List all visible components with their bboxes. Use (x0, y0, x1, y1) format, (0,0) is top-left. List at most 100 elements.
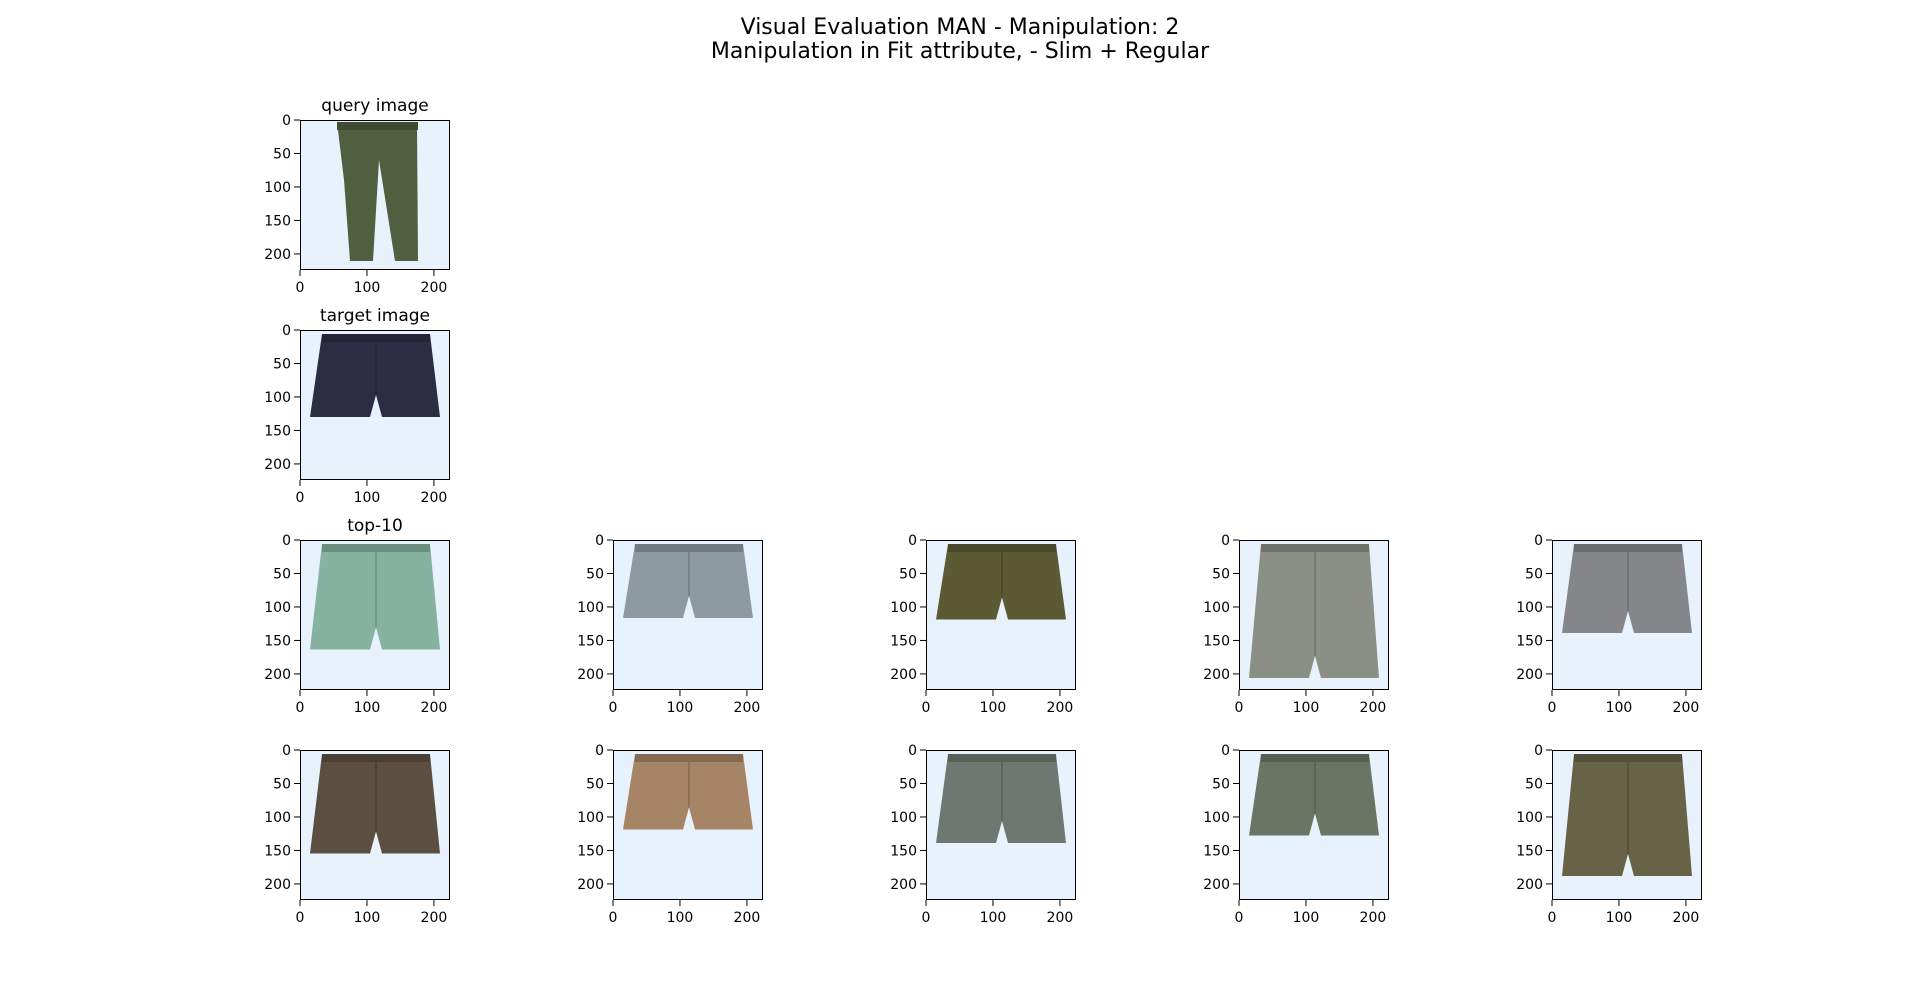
y-tick-label: 100 (264, 600, 291, 616)
x-tick-label: 100 (1293, 910, 1320, 926)
axes-frame (926, 750, 1076, 900)
panel-top2: 0 100 200 0 50 100 150 200 (577, 533, 763, 716)
y-tick-label: 0 (1534, 533, 1543, 549)
garment-body (1562, 544, 1692, 633)
panel-plot: 0 100 200 0 50 100 150 200 (264, 743, 450, 926)
y-tick-label: 100 (1203, 600, 1230, 616)
waistband (322, 544, 430, 552)
panel-plot: 0 100 200 0 50 100 150 200 (264, 113, 450, 296)
x-tick-label: 200 (421, 700, 448, 716)
x-tick-label: 100 (667, 700, 694, 716)
y-tick-label: 100 (1516, 810, 1543, 826)
y-tick-label: 50 (1525, 776, 1543, 792)
garment-body (623, 544, 753, 618)
garment-body (337, 122, 418, 261)
y-tick-label: 0 (908, 743, 917, 759)
panel-plot: 0 100 200 0 50 100 150 200 (264, 323, 450, 506)
y-tick-label: 0 (595, 533, 604, 549)
y-tick-label: 50 (273, 566, 291, 582)
y-tick-label: 50 (1525, 566, 1543, 582)
y-tick-label: 0 (1221, 743, 1230, 759)
x-tick-label: 100 (667, 910, 694, 926)
shorts-illustration (623, 754, 753, 830)
panel-plot: 0 100 200 0 50 100 150 200 (890, 743, 1076, 926)
waistband (1574, 544, 1682, 552)
y-tick-label: 150 (890, 633, 917, 649)
panel-top3: 0 100 200 0 50 100 150 200 (890, 533, 1076, 716)
y-tick-label: 200 (264, 667, 291, 683)
x-tick-label: 0 (609, 910, 618, 926)
axes-frame (1552, 750, 1702, 900)
x-tick-label: 200 (1673, 700, 1700, 716)
y-tick-label: 0 (282, 323, 291, 339)
y-tick-label: 50 (273, 146, 291, 162)
panel-plot: 0 100 200 0 50 100 150 200 (577, 533, 763, 716)
x-tick-label: 0 (1235, 910, 1244, 926)
y-tick-label: 200 (577, 667, 604, 683)
x-tick-label: 0 (1548, 910, 1557, 926)
y-tick-label: 150 (577, 633, 604, 649)
shorts-illustration (1562, 544, 1692, 633)
y-tick-label: 200 (264, 247, 291, 263)
axes-frame (300, 120, 450, 270)
figure-title: Visual Evaluation MAN - Manipulation: 2 … (0, 16, 1920, 64)
garment-body (936, 754, 1066, 843)
axes-frame (926, 540, 1076, 690)
panel-query: query image 0 100 200 0 50 100 150 200 (264, 96, 450, 296)
y-tick-label: 0 (1221, 533, 1230, 549)
x-tick-label: 0 (296, 910, 305, 926)
panel-top5: 0 100 200 0 50 100 150 200 (1516, 533, 1702, 716)
x-tick-label: 100 (354, 700, 381, 716)
garment-body (936, 544, 1066, 620)
x-tick-label: 200 (1360, 700, 1387, 716)
axes-frame (1552, 540, 1702, 690)
x-tick-label: 0 (609, 700, 618, 716)
garment-body (1249, 544, 1379, 678)
y-tick-label: 150 (1516, 633, 1543, 649)
y-tick-label: 150 (264, 213, 291, 229)
waistband (1261, 754, 1369, 762)
x-tick-label: 0 (296, 280, 305, 296)
panel-top8: 0 100 200 0 50 100 150 200 (890, 743, 1076, 926)
axes-frame (300, 750, 450, 900)
panel-plot: 0 100 200 0 50 100 150 200 (264, 533, 450, 716)
figure-title-line-1: Visual Evaluation MAN - Manipulation: 2 (740, 15, 1180, 40)
x-tick-label: 100 (980, 700, 1007, 716)
axes-frame (613, 750, 763, 900)
garment-body (310, 754, 440, 854)
panel-top6: 0 100 200 0 50 100 150 200 (264, 743, 450, 926)
x-tick-label: 200 (1047, 910, 1074, 926)
x-tick-label: 100 (1606, 910, 1633, 926)
panel-plot: 0 100 200 0 50 100 150 200 (890, 533, 1076, 716)
shorts-illustration (1249, 754, 1379, 836)
y-tick-label: 50 (1212, 776, 1230, 792)
y-tick-label: 100 (264, 810, 291, 826)
y-tick-label: 50 (273, 356, 291, 372)
x-tick-label: 200 (1673, 910, 1700, 926)
y-tick-label: 150 (577, 843, 604, 859)
y-tick-label: 0 (282, 743, 291, 759)
waistband (635, 544, 743, 552)
x-tick-label: 100 (1293, 700, 1320, 716)
panel-title: top-10 (347, 516, 403, 536)
x-tick-label: 0 (1548, 700, 1557, 716)
panel-title: query image (321, 96, 429, 116)
axes-frame (300, 330, 450, 480)
waistband (322, 754, 430, 762)
y-tick-label: 200 (1203, 877, 1230, 893)
panel-plot: 0 100 200 0 50 100 150 200 (1203, 533, 1389, 716)
y-tick-label: 150 (1203, 843, 1230, 859)
x-tick-label: 0 (296, 700, 305, 716)
y-tick-label: 200 (1203, 667, 1230, 683)
garment-body (310, 544, 440, 650)
shorts-illustration (310, 754, 440, 854)
shorts-illustration (936, 754, 1066, 843)
y-tick-label: 0 (1534, 743, 1543, 759)
y-tick-label: 50 (899, 776, 917, 792)
waistband (635, 754, 743, 762)
y-tick-label: 150 (264, 843, 291, 859)
y-tick-label: 100 (1203, 810, 1230, 826)
y-tick-label: 150 (1516, 843, 1543, 859)
y-tick-label: 50 (899, 566, 917, 582)
x-tick-label: 0 (1235, 700, 1244, 716)
